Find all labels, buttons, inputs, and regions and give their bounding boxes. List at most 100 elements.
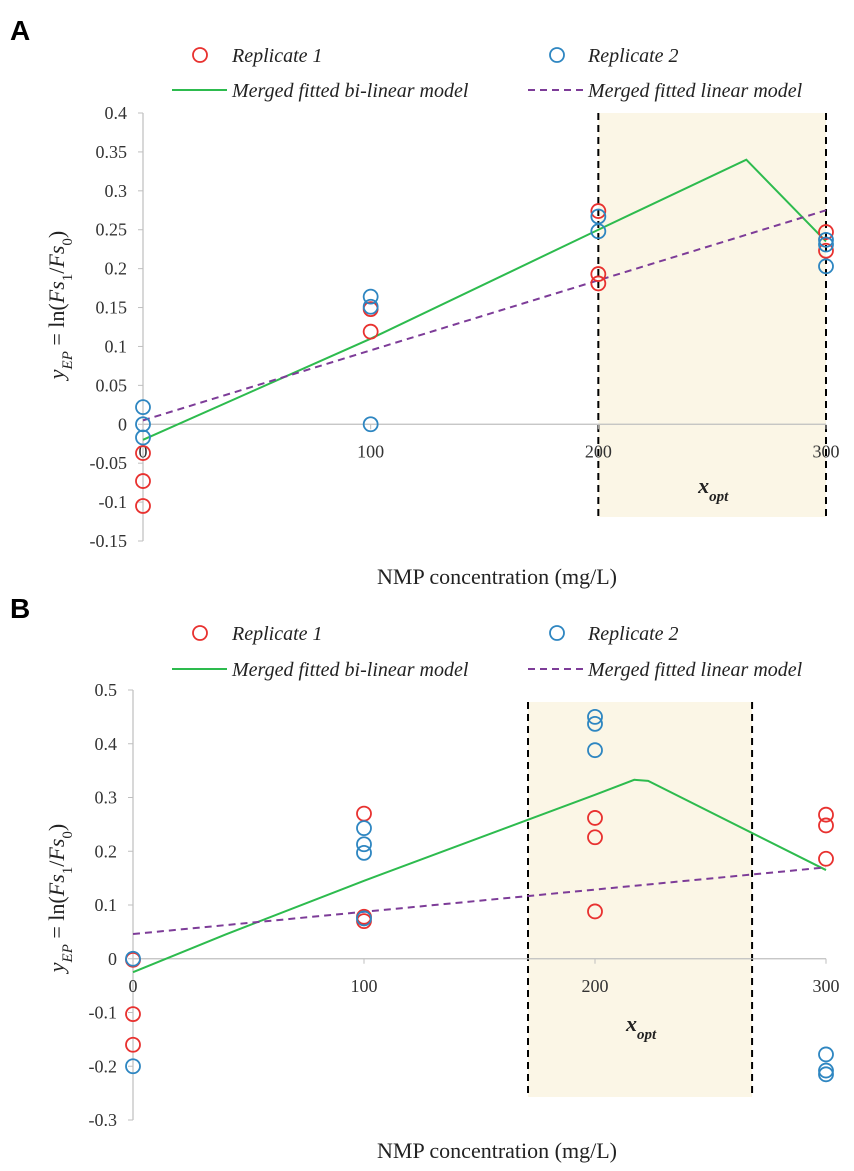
x-ticks-a: 0 100 200 300 bbox=[139, 424, 840, 461]
panel-label-b: B bbox=[10, 593, 30, 624]
replicate-2-point bbox=[356, 844, 372, 861]
legend-marker-replicate-2 bbox=[549, 625, 565, 641]
y-tick-label: -0.2 bbox=[89, 1056, 118, 1076]
replicate-2-point bbox=[362, 416, 379, 433]
model-lines-a bbox=[142, 158, 827, 441]
legend-marker-replicate-2 bbox=[549, 47, 565, 63]
y-tick-label: 0 bbox=[108, 949, 117, 969]
y-tick-label: -0.1 bbox=[99, 492, 128, 512]
replicate-1-point bbox=[818, 806, 834, 823]
legend-label-bilinear: Merged fitted bi-linear model bbox=[231, 80, 469, 102]
y-tick-label: 0.2 bbox=[105, 259, 128, 279]
y-tick-label: 0.4 bbox=[105, 103, 128, 123]
replicate-2-point bbox=[362, 288, 379, 305]
xopt-region-b bbox=[528, 702, 753, 1097]
bilinear-model-line bbox=[142, 158, 827, 441]
y-tick-label: 0.35 bbox=[96, 142, 128, 162]
x-ticks-b: 0 100 200 300 bbox=[129, 958, 840, 996]
legend-label-linear: Merged fitted linear model bbox=[587, 659, 803, 681]
model-lines-b bbox=[132, 778, 827, 974]
xopt-label-a: xopt bbox=[697, 473, 729, 505]
legend-label-replicate-2: Replicate 2 bbox=[587, 45, 679, 67]
x-tick-label: 0 bbox=[129, 976, 138, 996]
y-ticks-b: -0.3 -0.2 -0.1 0 0.1 0.2 0.3 0.4 0.5 bbox=[89, 680, 133, 1130]
replicate-2-point bbox=[125, 1058, 141, 1075]
replicate-1-point bbox=[135, 445, 151, 461]
legend-marker-replicate-1 bbox=[192, 47, 208, 63]
y-ticks-a: -0.15 -0.1 -0.05 0 0.05 0.1 0.15 0.2 0.25 0.3 0.35… bbox=[90, 103, 143, 551]
replicate-2-point bbox=[587, 708, 603, 725]
replicate-2-point bbox=[587, 742, 603, 759]
legend-label-replicate-1: Replicate 1 bbox=[231, 623, 323, 645]
replicate-2-point bbox=[818, 236, 834, 253]
legend-label-bilinear: Merged fitted bi-linear model bbox=[231, 659, 469, 681]
data-points-b bbox=[125, 708, 834, 1083]
replicate-1-point bbox=[135, 498, 151, 514]
bilinear-model-line bbox=[132, 778, 827, 974]
replicate-2-point bbox=[587, 715, 603, 732]
replicate-2-point bbox=[818, 231, 834, 248]
x-tick-label: 0 bbox=[139, 441, 148, 461]
y-tick-label: -0.15 bbox=[90, 531, 128, 551]
x-axis-title-b: NMP concentration (mg/L) bbox=[377, 1138, 617, 1163]
replicate-1-point bbox=[590, 266, 607, 282]
x-tick-label: 200 bbox=[582, 976, 609, 996]
x-tick-label: 100 bbox=[351, 976, 378, 996]
y-tick-label: -0.1 bbox=[89, 1003, 118, 1023]
replicate-1-point bbox=[135, 473, 151, 489]
replicate-2-point bbox=[362, 298, 379, 315]
replicate-1-point bbox=[818, 850, 834, 867]
panel-b: B -0.3 -0.2 -0.1 0 0.1 0.2 0.3 0.4 0.5 0 100 200 30… bbox=[10, 593, 840, 1163]
replicate-1-point bbox=[818, 817, 834, 834]
replicate-2-point bbox=[356, 910, 372, 927]
data-points-a bbox=[135, 203, 834, 514]
panel-label-a: A bbox=[10, 15, 30, 46]
y-tick-label: 0.5 bbox=[95, 680, 118, 700]
y-tick-label: -0.05 bbox=[90, 453, 128, 473]
xopt-region-a bbox=[598, 113, 826, 517]
y-tick-label: 0.3 bbox=[95, 788, 118, 808]
y-tick-label: 0.15 bbox=[96, 298, 128, 318]
replicate-1-point bbox=[587, 810, 603, 826]
x-tick-label: 300 bbox=[813, 441, 840, 461]
legend-label-replicate-2: Replicate 2 bbox=[587, 623, 679, 645]
replicate-1-point bbox=[587, 903, 603, 920]
replicate-1-point bbox=[587, 829, 603, 846]
x-axis-title-a: NMP concentration (mg/L) bbox=[377, 564, 617, 589]
y-tick-label: 0 bbox=[118, 414, 127, 434]
replicate-1-point bbox=[356, 805, 372, 822]
y-tick-label: -0.3 bbox=[89, 1110, 118, 1130]
replicate-2-point bbox=[356, 836, 372, 853]
replicate-2-point bbox=[818, 258, 834, 275]
replicate-1-point bbox=[125, 1006, 141, 1023]
legend-label-replicate-1: Replicate 1 bbox=[231, 45, 323, 67]
replicate-2-point bbox=[818, 1046, 834, 1063]
panel-a: A -0.15 -0.1 -0.05 0 0.05 0.1 0.15 0.2 0.25 0.3 0.… bbox=[10, 15, 840, 589]
replicate-2-point bbox=[135, 429, 151, 446]
replicate-2-point bbox=[135, 399, 151, 416]
replicate-1-point bbox=[590, 203, 607, 219]
y-axis-title-a: yEP = ln(Fs1/Fs0) bbox=[44, 231, 76, 381]
replicate-2-point bbox=[590, 223, 607, 240]
xopt-label-b: xopt bbox=[625, 1011, 657, 1043]
replicate-1-point bbox=[362, 323, 379, 340]
x-tick-label: 100 bbox=[357, 441, 384, 461]
replicate-2-point bbox=[818, 1062, 834, 1079]
y-tick-label: 0.2 bbox=[95, 841, 118, 861]
y-tick-label: 0.4 bbox=[95, 734, 118, 754]
y-tick-label: 0.1 bbox=[105, 336, 128, 356]
linear-model-line bbox=[132, 866, 827, 936]
x-tick-label: 200 bbox=[585, 441, 612, 461]
legend-b: Replicate 1 Replicate 2 Merged fitted bi… bbox=[172, 623, 803, 681]
replicate-2-point bbox=[818, 1066, 834, 1083]
replicate-2-point bbox=[356, 820, 372, 837]
legend-label-linear: Merged fitted linear model bbox=[587, 80, 803, 102]
replicate-1-point bbox=[590, 275, 607, 292]
y-tick-label: 0.05 bbox=[96, 375, 128, 395]
x-tick-label: 300 bbox=[813, 976, 840, 996]
legend-a: Replicate 1 Replicate 2 Merged fitted bi… bbox=[172, 45, 803, 102]
replicate-1-point bbox=[125, 1036, 141, 1053]
y-tick-label: 0.3 bbox=[105, 181, 128, 201]
y-tick-label: 0.1 bbox=[95, 895, 118, 915]
